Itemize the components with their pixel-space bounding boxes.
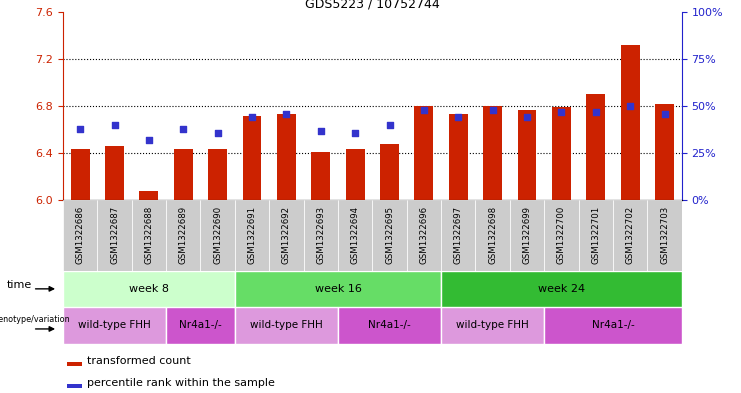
Point bbox=[590, 108, 602, 115]
Bar bbox=[208, 149, 227, 200]
Text: GSM1322689: GSM1322689 bbox=[179, 206, 187, 264]
Bar bbox=[407, 200, 441, 271]
Bar bbox=[201, 200, 235, 271]
Bar bbox=[70, 149, 90, 200]
Bar bbox=[97, 200, 132, 271]
Bar bbox=[338, 307, 441, 344]
Bar bbox=[67, 384, 82, 388]
Bar bbox=[235, 200, 269, 271]
Bar bbox=[586, 94, 605, 200]
Bar bbox=[441, 307, 544, 344]
Bar bbox=[166, 307, 235, 344]
Bar bbox=[655, 104, 674, 200]
Point bbox=[556, 108, 568, 115]
Text: percentile rank within the sample: percentile rank within the sample bbox=[87, 378, 275, 388]
Bar bbox=[269, 200, 304, 271]
Text: GSM1322695: GSM1322695 bbox=[385, 206, 394, 264]
Text: Nr4a1-/-: Nr4a1-/- bbox=[591, 320, 634, 330]
Bar bbox=[63, 271, 235, 307]
Text: week 24: week 24 bbox=[538, 284, 585, 294]
Text: GSM1322688: GSM1322688 bbox=[144, 206, 153, 264]
Text: GSM1322686: GSM1322686 bbox=[76, 206, 84, 264]
Text: transformed count: transformed count bbox=[87, 356, 191, 366]
Bar bbox=[67, 362, 82, 366]
Bar bbox=[517, 110, 536, 200]
Text: GSM1322694: GSM1322694 bbox=[350, 206, 359, 264]
Text: GSM1322697: GSM1322697 bbox=[453, 206, 463, 264]
Text: Nr4a1-/-: Nr4a1-/- bbox=[368, 320, 411, 330]
Bar bbox=[304, 200, 338, 271]
Point bbox=[521, 114, 533, 121]
Point bbox=[487, 107, 499, 113]
Bar bbox=[277, 114, 296, 200]
Bar bbox=[483, 106, 502, 200]
Bar bbox=[174, 149, 193, 200]
Point bbox=[109, 122, 121, 128]
Bar bbox=[441, 200, 476, 271]
Bar bbox=[63, 200, 97, 271]
Point bbox=[384, 122, 396, 128]
Bar bbox=[242, 116, 262, 200]
Bar bbox=[105, 146, 124, 200]
Bar bbox=[132, 200, 166, 271]
Bar bbox=[338, 200, 373, 271]
Text: GSM1322703: GSM1322703 bbox=[660, 206, 669, 264]
Point bbox=[177, 126, 189, 132]
Text: wild-type FHH: wild-type FHH bbox=[250, 320, 323, 330]
Title: GDS5223 / 10752744: GDS5223 / 10752744 bbox=[305, 0, 439, 11]
Point bbox=[246, 114, 258, 121]
Point bbox=[659, 110, 671, 117]
Bar bbox=[414, 106, 433, 200]
Text: GSM1322702: GSM1322702 bbox=[625, 206, 634, 264]
Text: GSM1322690: GSM1322690 bbox=[213, 206, 222, 264]
Text: GSM1322698: GSM1322698 bbox=[488, 206, 497, 264]
Text: GSM1322700: GSM1322700 bbox=[557, 206, 566, 264]
Point bbox=[349, 129, 361, 136]
Point bbox=[624, 103, 636, 109]
Bar bbox=[552, 107, 571, 200]
Text: GSM1322687: GSM1322687 bbox=[110, 206, 119, 264]
Bar bbox=[544, 307, 682, 344]
Bar bbox=[544, 200, 579, 271]
Point bbox=[418, 107, 430, 113]
Bar bbox=[449, 114, 468, 200]
Bar bbox=[510, 200, 544, 271]
Bar bbox=[613, 200, 648, 271]
Bar bbox=[311, 152, 330, 200]
Point bbox=[74, 126, 86, 132]
Bar bbox=[621, 45, 639, 200]
Bar bbox=[579, 200, 613, 271]
Text: GSM1322699: GSM1322699 bbox=[522, 206, 531, 264]
Text: wild-type FHH: wild-type FHH bbox=[78, 320, 151, 330]
Point bbox=[212, 129, 224, 136]
Bar bbox=[441, 271, 682, 307]
Bar bbox=[648, 200, 682, 271]
Text: wild-type FHH: wild-type FHH bbox=[456, 320, 529, 330]
Bar bbox=[346, 149, 365, 200]
Bar bbox=[63, 307, 166, 344]
Text: GSM1322692: GSM1322692 bbox=[282, 206, 291, 264]
Point bbox=[452, 114, 464, 121]
Point bbox=[143, 137, 155, 143]
Text: GSM1322701: GSM1322701 bbox=[591, 206, 600, 264]
Text: week 16: week 16 bbox=[314, 284, 362, 294]
Bar bbox=[380, 144, 399, 200]
Bar bbox=[166, 200, 201, 271]
Bar bbox=[476, 200, 510, 271]
Bar bbox=[139, 191, 159, 200]
Text: genotype/variation: genotype/variation bbox=[0, 315, 70, 324]
Point bbox=[315, 127, 327, 134]
Text: GSM1322696: GSM1322696 bbox=[419, 206, 428, 264]
Text: GSM1322693: GSM1322693 bbox=[316, 206, 325, 264]
Point bbox=[281, 110, 293, 117]
Bar bbox=[235, 271, 441, 307]
Text: Nr4a1-/-: Nr4a1-/- bbox=[179, 320, 222, 330]
Text: week 8: week 8 bbox=[129, 284, 169, 294]
Bar bbox=[373, 200, 407, 271]
Bar bbox=[235, 307, 338, 344]
Text: GSM1322691: GSM1322691 bbox=[247, 206, 256, 264]
Text: time: time bbox=[6, 280, 32, 290]
